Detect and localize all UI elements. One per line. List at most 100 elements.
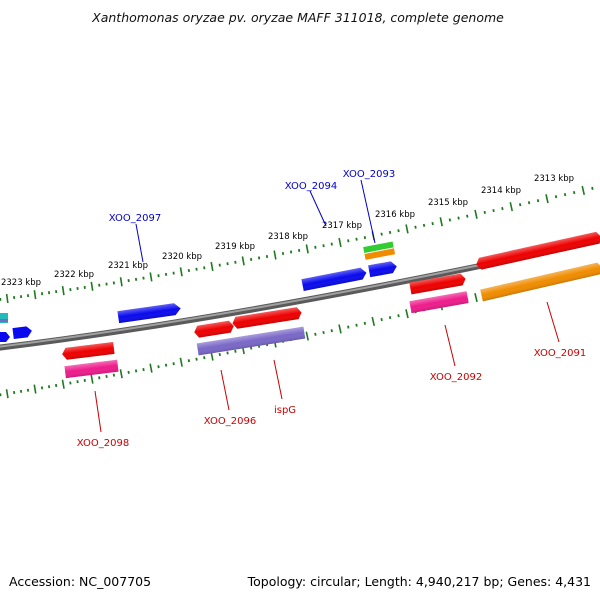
gene-ispg-reverse[interactable] <box>196 326 306 356</box>
gene-xoo-2097-forward[interactable] <box>117 302 181 324</box>
scale-tick <box>273 250 277 260</box>
scale-dot <box>157 365 160 369</box>
scale-dot <box>127 370 130 374</box>
gene-xoo-2093-forward[interactable] <box>363 241 396 260</box>
scale-dot <box>172 362 175 366</box>
gene-xoo-2094-forward[interactable] <box>301 267 367 291</box>
gene-label-xoo-2094[interactable]: XOO_2094 <box>285 181 337 192</box>
gene-xoo-2096-forward[interactable] <box>193 320 234 338</box>
scale-tick <box>119 369 123 379</box>
gene-blue-small-forward[interactable] <box>368 260 398 278</box>
scale-dot <box>105 374 108 379</box>
gene-xoo-2092-reverse[interactable] <box>409 291 469 314</box>
scale-tick <box>305 244 309 254</box>
gene-label-xoo-2093[interactable]: XOO_2093 <box>343 169 395 180</box>
gene-label-xoo-2092[interactable]: XOO_2092 <box>430 372 482 383</box>
scale-dot <box>330 329 333 333</box>
gene-label-ispg[interactable]: ispG <box>274 405 296 416</box>
scale-dot <box>265 254 269 259</box>
scale-dot <box>431 222 434 226</box>
scale-tick <box>581 185 586 196</box>
gene-xoo-2091-reverse[interactable] <box>480 262 600 302</box>
scale-tick <box>61 286 65 296</box>
scale-label-2321: 2321 kbp <box>108 261 148 271</box>
scale-tick <box>119 277 123 287</box>
scale-tick <box>338 324 342 334</box>
scale-dot <box>536 199 540 203</box>
scale-dot <box>314 332 317 336</box>
scale-dot <box>297 248 301 252</box>
scale-label-2319: 2319 kbp <box>215 242 255 252</box>
scale-dot <box>397 229 400 233</box>
scale-label-2314: 2314 kbp <box>481 186 521 196</box>
scale-label-2318: 2318 kbp <box>268 232 308 242</box>
gene-label-xoo-2098[interactable]: XOO_2098 <box>77 438 129 449</box>
scale-dot <box>591 186 594 190</box>
scale-dot <box>466 214 469 218</box>
scale-dot <box>448 218 452 222</box>
scale-tick <box>439 217 443 227</box>
scale-tick <box>474 209 478 219</box>
scale-dot <box>414 225 417 229</box>
scale-dot <box>281 251 285 256</box>
scale-label-2323: 2323 kbp <box>1 278 41 288</box>
scale-dot <box>388 316 392 320</box>
scale-tick <box>90 374 94 384</box>
scale-dot <box>388 230 392 234</box>
gene-blue-edge-forward[interactable] <box>0 332 10 342</box>
scale-dot <box>397 314 400 318</box>
scale-tick <box>305 331 309 341</box>
accession-text: Accession: NC_007705 <box>9 574 151 589</box>
gene-label-xoo-2091[interactable]: XOO_2091 <box>534 348 586 359</box>
scale-tick <box>474 292 478 303</box>
outer-scale-track <box>0 185 594 304</box>
gene-xoo-2098-forward[interactable] <box>61 341 115 360</box>
gene-cyan-edge[interactable] <box>0 313 8 323</box>
scale-dot <box>355 323 358 327</box>
scale-dot <box>218 352 221 357</box>
scale-tick <box>179 357 183 367</box>
gene-xoo-2091-forward[interactable] <box>409 273 466 295</box>
scale-dot <box>380 317 383 322</box>
scale-dot <box>457 216 460 220</box>
gene-xoo-2092-forward[interactable] <box>475 231 600 270</box>
scale-label-2317: 2317 kbp <box>322 221 362 231</box>
scale-dot <box>563 193 567 197</box>
scale-dot <box>422 223 426 227</box>
scale-dot <box>347 325 350 329</box>
scale-dot <box>112 373 116 377</box>
scale-dot <box>314 245 317 249</box>
gene-xoo-2098-reverse[interactable] <box>64 359 119 379</box>
scale-dot <box>226 351 229 355</box>
scale-dot <box>134 369 138 373</box>
scale-dot <box>527 201 531 205</box>
scale-dot <box>363 321 367 325</box>
gene-blue-left-forward[interactable] <box>12 326 32 340</box>
map-title: Xanthomonas oryzae pv. oryzae MAFF 31101… <box>91 10 504 25</box>
scale-tick <box>33 384 37 394</box>
scale-tick <box>149 363 153 373</box>
scale-labels: 2313 kbp 2314 kbp 2315 kbp 2316 kbp 2317… <box>1 174 574 288</box>
forward-genes <box>0 231 600 342</box>
scale-label-2313: 2313 kbp <box>534 174 574 184</box>
scale-tick <box>509 202 513 212</box>
scale-label-2316: 2316 kbp <box>375 210 415 220</box>
gene-ispg-forward[interactable] <box>231 307 302 330</box>
scale-dot <box>257 256 261 260</box>
scale-tick <box>90 281 94 291</box>
scale-dot <box>518 203 522 207</box>
scale-tick <box>371 316 376 326</box>
callout-lines <box>94 179 560 433</box>
gene-label-xoo-2096[interactable]: XOO_2096 <box>204 416 256 427</box>
scale-tick <box>179 267 183 277</box>
gene-labels: XOO_2093 XOO_2094 XOO_2097 XOO_2091 XOO_… <box>77 169 586 449</box>
scale-dot <box>483 210 486 214</box>
scale-dot <box>322 330 325 335</box>
scale-tick <box>5 389 9 399</box>
scale-dot <box>554 195 558 199</box>
scale-tick <box>405 224 409 234</box>
scale-label-2320: 2320 kbp <box>162 252 202 262</box>
gene-label-xoo-2097[interactable]: XOO_2097 <box>109 213 161 224</box>
scale-dot <box>249 346 253 350</box>
